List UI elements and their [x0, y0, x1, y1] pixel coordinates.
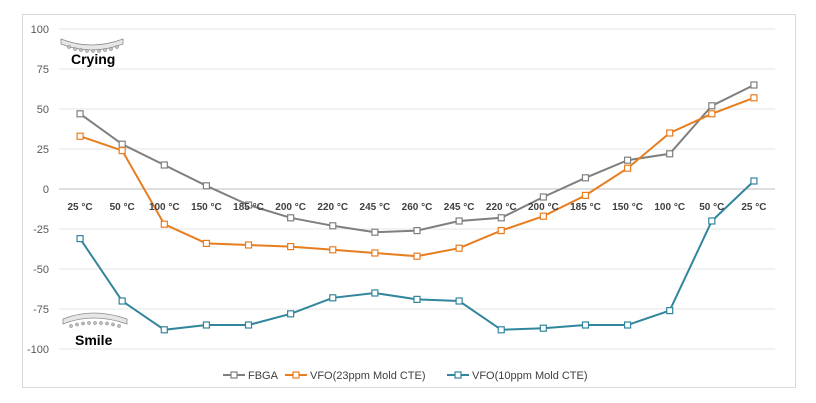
x-tick-label: 25 °C [67, 202, 92, 213]
x-tick-label: 50 °C [110, 202, 135, 213]
data-point [708, 102, 716, 110]
y-tick-label: 75 [37, 64, 49, 76]
x-tick-label: 220 °C [317, 202, 348, 213]
legend: FBGA VFO(23ppm Mold CTE) VFO(10ppm Mold CT… [223, 370, 588, 382]
data-point [666, 129, 674, 137]
data-point [623, 164, 632, 172]
y-tick-label: -100 [27, 344, 49, 356]
y-tick-label: -50 [33, 264, 49, 276]
data-point [329, 294, 337, 302]
data-point [287, 214, 295, 222]
legend-swatch-marker [454, 371, 462, 379]
data-point [623, 156, 632, 164]
y-tick-label: 100 [31, 24, 49, 36]
data-point [202, 321, 211, 329]
crying-shape-icon [60, 38, 124, 53]
data-point [118, 297, 126, 305]
x-tick-label: 150 °C [191, 202, 222, 213]
y-tick-label: 50 [37, 104, 49, 116]
data-point [76, 132, 84, 140]
y-tick-label: -75 [33, 304, 49, 316]
data-point [455, 217, 463, 225]
data-point [581, 174, 590, 182]
data-point [160, 161, 168, 169]
series-0 [76, 81, 758, 236]
data-point [244, 201, 253, 209]
data-point [750, 81, 758, 89]
y-tick-label: 0 [43, 184, 49, 196]
data-point [708, 217, 716, 225]
data-point [76, 235, 84, 243]
legend-item: FBGA [223, 370, 279, 382]
data-point [455, 244, 463, 252]
data-point [118, 140, 126, 148]
legend-item: VFO(10ppm Mold CTE) [447, 370, 588, 382]
data-point [708, 110, 716, 118]
data-point [76, 110, 84, 118]
data-point [581, 321, 590, 329]
legend-item: VFO(23ppm Mold CTE) [285, 370, 426, 382]
crying-label: Crying [71, 51, 115, 67]
y-tick-label: -25 [33, 224, 49, 236]
smile-shape-icon [62, 312, 128, 328]
data-point [287, 243, 295, 251]
chart-frame: 100 75 50 25 0 -25 -50 -75 -100 25 °C 50 °C 100 °C… [22, 14, 796, 388]
data-point [371, 249, 379, 257]
data-point [244, 321, 253, 329]
data-point [329, 246, 337, 254]
y-tick-label: 25 [37, 144, 49, 156]
x-tick-label: 185 °C [233, 202, 264, 213]
data-point [371, 228, 379, 236]
data-point [244, 241, 253, 249]
x-tick-label: 150 °C [612, 202, 643, 213]
data-point [287, 310, 295, 318]
legend-label: VFO(10ppm Mold CTE) [472, 370, 588, 382]
data-point [413, 295, 421, 303]
x-tick-label: 100 °C [149, 202, 180, 213]
data-point [413, 227, 421, 235]
data-point [539, 193, 547, 201]
data-point [666, 307, 674, 315]
data-point [497, 227, 505, 235]
x-tick-label: 25 °C [741, 202, 766, 213]
x-tick-label: 260 °C [402, 202, 433, 213]
data-point [497, 326, 505, 334]
legend-swatch-marker [230, 371, 238, 379]
data-point [581, 191, 590, 199]
data-point [202, 239, 211, 247]
series-1 [76, 94, 758, 260]
x-tick-label: 50 °C [699, 202, 724, 213]
legend-label: FBGA [248, 370, 279, 382]
legend-swatch-marker [292, 371, 300, 379]
data-point [623, 321, 632, 329]
data-point [329, 222, 337, 230]
data-point [202, 182, 211, 190]
warpage-line-chart: 100 75 50 25 0 -25 -50 -75 -100 25 °C 50 °C 100 °C… [27, 24, 775, 382]
x-tick-label: 185 °C [570, 202, 601, 213]
x-tick-label: 200 °C [275, 202, 306, 213]
data-point [750, 177, 758, 185]
x-tick-label: 245 °C [360, 202, 391, 213]
data-point [371, 289, 379, 297]
data-point [666, 150, 674, 158]
data-point [539, 212, 547, 220]
legend-label: VFO(23ppm Mold CTE) [310, 370, 426, 382]
data-point [497, 214, 505, 222]
data-point [160, 326, 168, 334]
x-tick-label: 100 °C [654, 202, 685, 213]
data-point [539, 324, 547, 332]
data-point [413, 252, 421, 260]
x-tick-label: 200 °C [528, 202, 559, 213]
smile-label: Smile [75, 332, 113, 348]
data-point [160, 220, 168, 228]
x-tick-label: 245 °C [444, 202, 475, 213]
data-point [750, 94, 758, 102]
data-point [455, 297, 463, 305]
x-tick-label: 220 °C [486, 202, 517, 213]
data-point [118, 147, 126, 155]
series-2 [76, 177, 758, 334]
